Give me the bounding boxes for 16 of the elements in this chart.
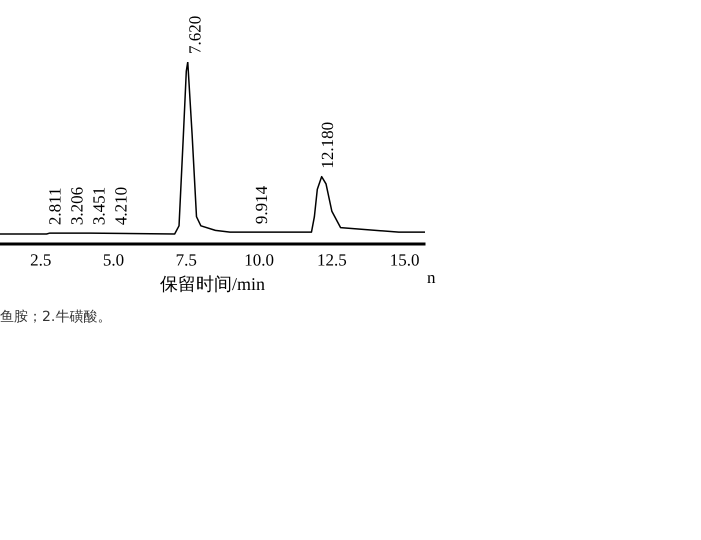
annotation: 3.206 xyxy=(67,186,86,226)
x-tick-label: 2.5 xyxy=(30,250,52,270)
x-tick-label: 5.0 xyxy=(102,250,124,270)
annotation: 7.620 xyxy=(185,16,204,54)
x-tick-label: 15.0 xyxy=(390,250,420,270)
x-tick-label: 7.5 xyxy=(176,250,197,270)
x-tick-label: 10.0 xyxy=(244,250,274,270)
x-axis-title: 保留时间/min xyxy=(160,274,266,294)
annotation: 12.180 xyxy=(318,122,338,169)
annotation: 2.811 xyxy=(45,187,64,226)
text: n xyxy=(427,268,436,287)
x-tick-label: 12.5 xyxy=(316,250,347,270)
annotation: 4.210 xyxy=(111,186,130,226)
annotation: 9.914 xyxy=(252,185,272,224)
text: 鱼胺；2.牛磺酸。 xyxy=(0,308,112,326)
annotation: 3.451 xyxy=(89,186,108,226)
